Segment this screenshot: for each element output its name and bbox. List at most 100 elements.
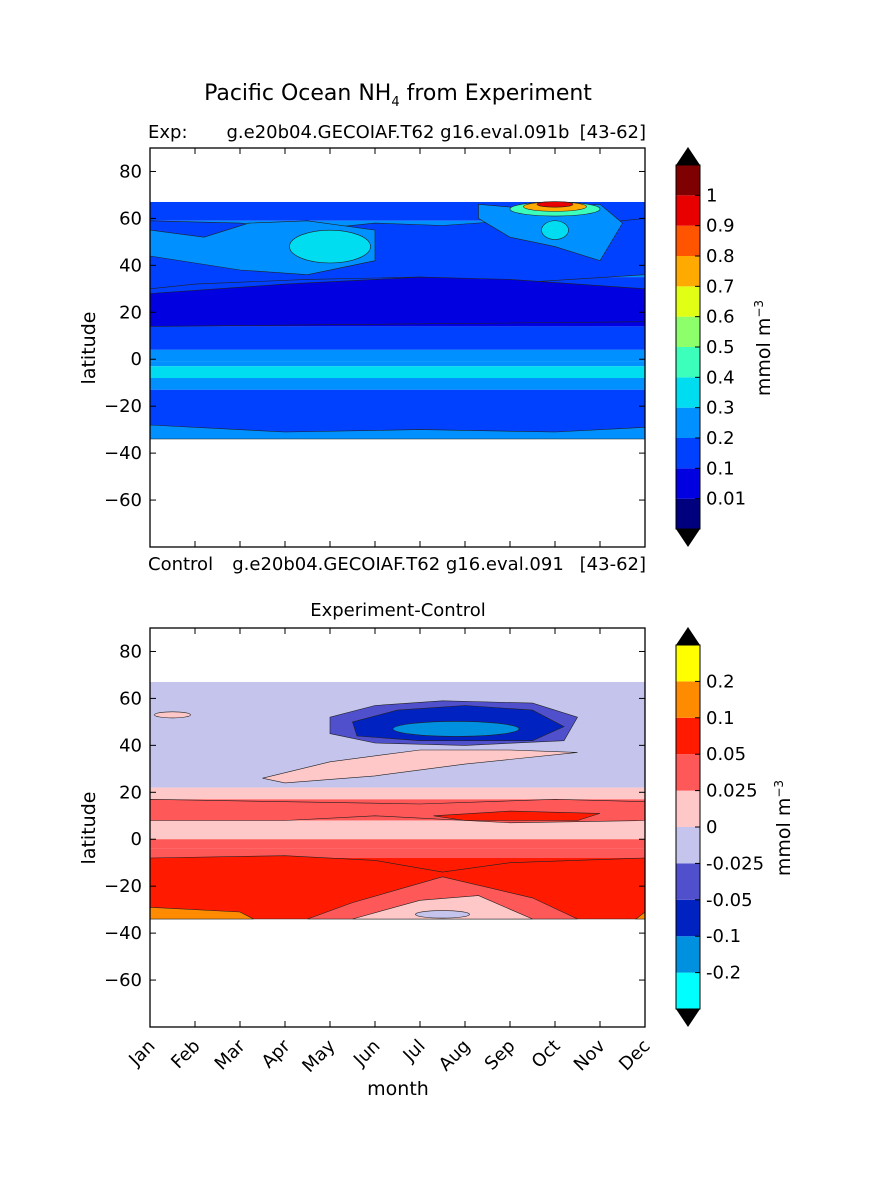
exp-left-label: Exp: [148,122,188,143]
x-tick-label: Oct [528,1036,565,1073]
contour-band-1 [150,787,645,800]
colorbar-tick-label: 0.05 [706,744,746,765]
x-tick-label: Jun [349,1036,384,1071]
y-tick-label: −40 [104,443,142,464]
colorbar-segment [676,316,700,347]
colorbar-segment [676,256,700,287]
x-tick-label: Feb [167,1036,204,1073]
colorbar-tick-label: -0.2 [706,963,741,984]
cyan-patch-oct [541,220,569,240]
colorbar-segment [676,827,700,864]
colorbar-segment [676,347,700,378]
x-tick-label: Sep [481,1036,520,1075]
colorbar-tick-label: -0.1 [706,926,741,947]
y-tick-label: 80 [119,641,142,662]
colorbar-segment [676,286,700,317]
control-left-label: Control [148,554,213,575]
colorbar-tick-label: 0.2 [706,428,735,449]
colorbar-extend-max [676,147,700,165]
contour-band-5 [150,326,645,350]
difference-x-axis-label: month [367,1078,429,1100]
colorbar-segment [676,717,700,755]
difference-contour-field [150,681,645,920]
colorbar-tick-label: -0.05 [706,890,753,911]
y-tick-label: −60 [104,970,142,991]
colorbar-segment [676,225,700,256]
x-tick-label: Apr [258,1035,295,1072]
experiment-colorbar-label: mmol m−3 [752,300,775,396]
south-edge-light [150,424,645,440]
colorbar-tick-label: -0.025 [706,853,764,874]
experiment-y-ticks: 80 60 40 20 0 −20 −40 −60 [104,161,645,511]
colorbar-segment [676,498,700,529]
experiment-contour-field [150,201,645,440]
colorbar-tick-label: 0.6 [706,307,735,328]
positive-tongue [262,749,578,784]
contour-band-5 [150,848,645,859]
colorbar-tick-label: 0 [706,817,717,838]
figure-title: Pacific Ocean NH4 from Experiment [204,81,592,110]
strong-negative-blob [392,721,520,737]
colorbar-tick-label: 0.1 [706,458,735,479]
y-tick-label: −20 [104,876,142,897]
contour-band-3 [150,820,645,840]
x-tick-label: Nov [570,1035,610,1075]
y-tick-label: 20 [119,782,142,803]
colorbar-segment [676,468,700,499]
colorbar-segment [676,377,700,408]
colorbar-tick-label: 0.01 [706,489,746,510]
colorbar-segment [676,645,700,682]
exp-right-label: [43-62] [580,122,646,143]
colorbar-extend-max [676,627,700,645]
cyan-patch-may [289,229,371,264]
colorbar-segment [676,407,700,438]
y-tick-label: 40 [119,735,142,756]
difference-colorbar: -0.2 -0.1 -0.05 -0.025 0 0.025 0.05 0.1 0.2 [675,627,764,1027]
colorbar-tick-label: 0.9 [706,216,735,237]
difference-panel: Experiment-Control 80 60 40 20 0 −20 −40 −60 Ja… [78,600,795,1100]
difference-y-axis-label: latitude [78,792,100,865]
colorbar-tick-label: 0.1 [706,708,735,729]
x-tick-label: Jul [399,1036,430,1067]
light-positive-wedge [352,895,533,920]
x-tick-label: Aug [435,1036,475,1076]
colorbar-segment [676,681,700,718]
y-tick-label: 0 [131,349,142,370]
colorbar-segment [676,165,700,196]
colorbar-segment [676,438,700,469]
colorbar-segment [676,790,700,827]
x-tick-label: May [298,1035,339,1076]
y-tick-label: −60 [104,490,142,511]
colorbar-segment [676,195,700,226]
colorbar-tick-label: 0.2 [706,671,735,692]
experiment-x-ticks [149,148,646,547]
experiment-colorbar: 0.01 0.1 0.2 0.3 0.4 0.5 0.6 0.7 0.8 0.9 1 [675,147,746,547]
control-right-label: [43-62] [580,554,646,575]
contour-band-8 [150,366,645,379]
x-tick-label: Mar [211,1035,250,1074]
colorbar-extend-min [676,1009,700,1027]
difference-title: Experiment-Control [310,600,486,621]
y-tick-label: 40 [119,255,142,276]
neutral-patch [415,910,470,919]
colorbar-segment [676,863,700,900]
deep-blue-tropical [150,276,645,327]
strong-positive-aug [433,810,601,821]
y-tick-label: 20 [119,302,142,323]
y-tick-label: 80 [119,161,142,182]
contour-band-7 [150,361,645,367]
x-tick-label: Jan [124,1036,159,1071]
experiment-panel: Exp: g.e20b04.GECOIAF.T62 g16.eval.091b … [78,122,775,575]
colorbar-segment [676,754,700,791]
colorbar-segment [676,972,700,1009]
contour-band-4 [150,839,645,849]
exp-center-label: g.e20b04.GECOIAF.T62 g16.eval.091b [227,122,570,143]
y-tick-label: 0 [131,829,142,850]
hotspot-core [536,201,574,208]
y-tick-label: −40 [104,923,142,944]
small-positive-feb [154,711,191,719]
experiment-plot-frame [149,147,646,548]
experiment-y-axis-label: latitude [78,312,100,385]
y-tick-label: −20 [104,396,142,417]
